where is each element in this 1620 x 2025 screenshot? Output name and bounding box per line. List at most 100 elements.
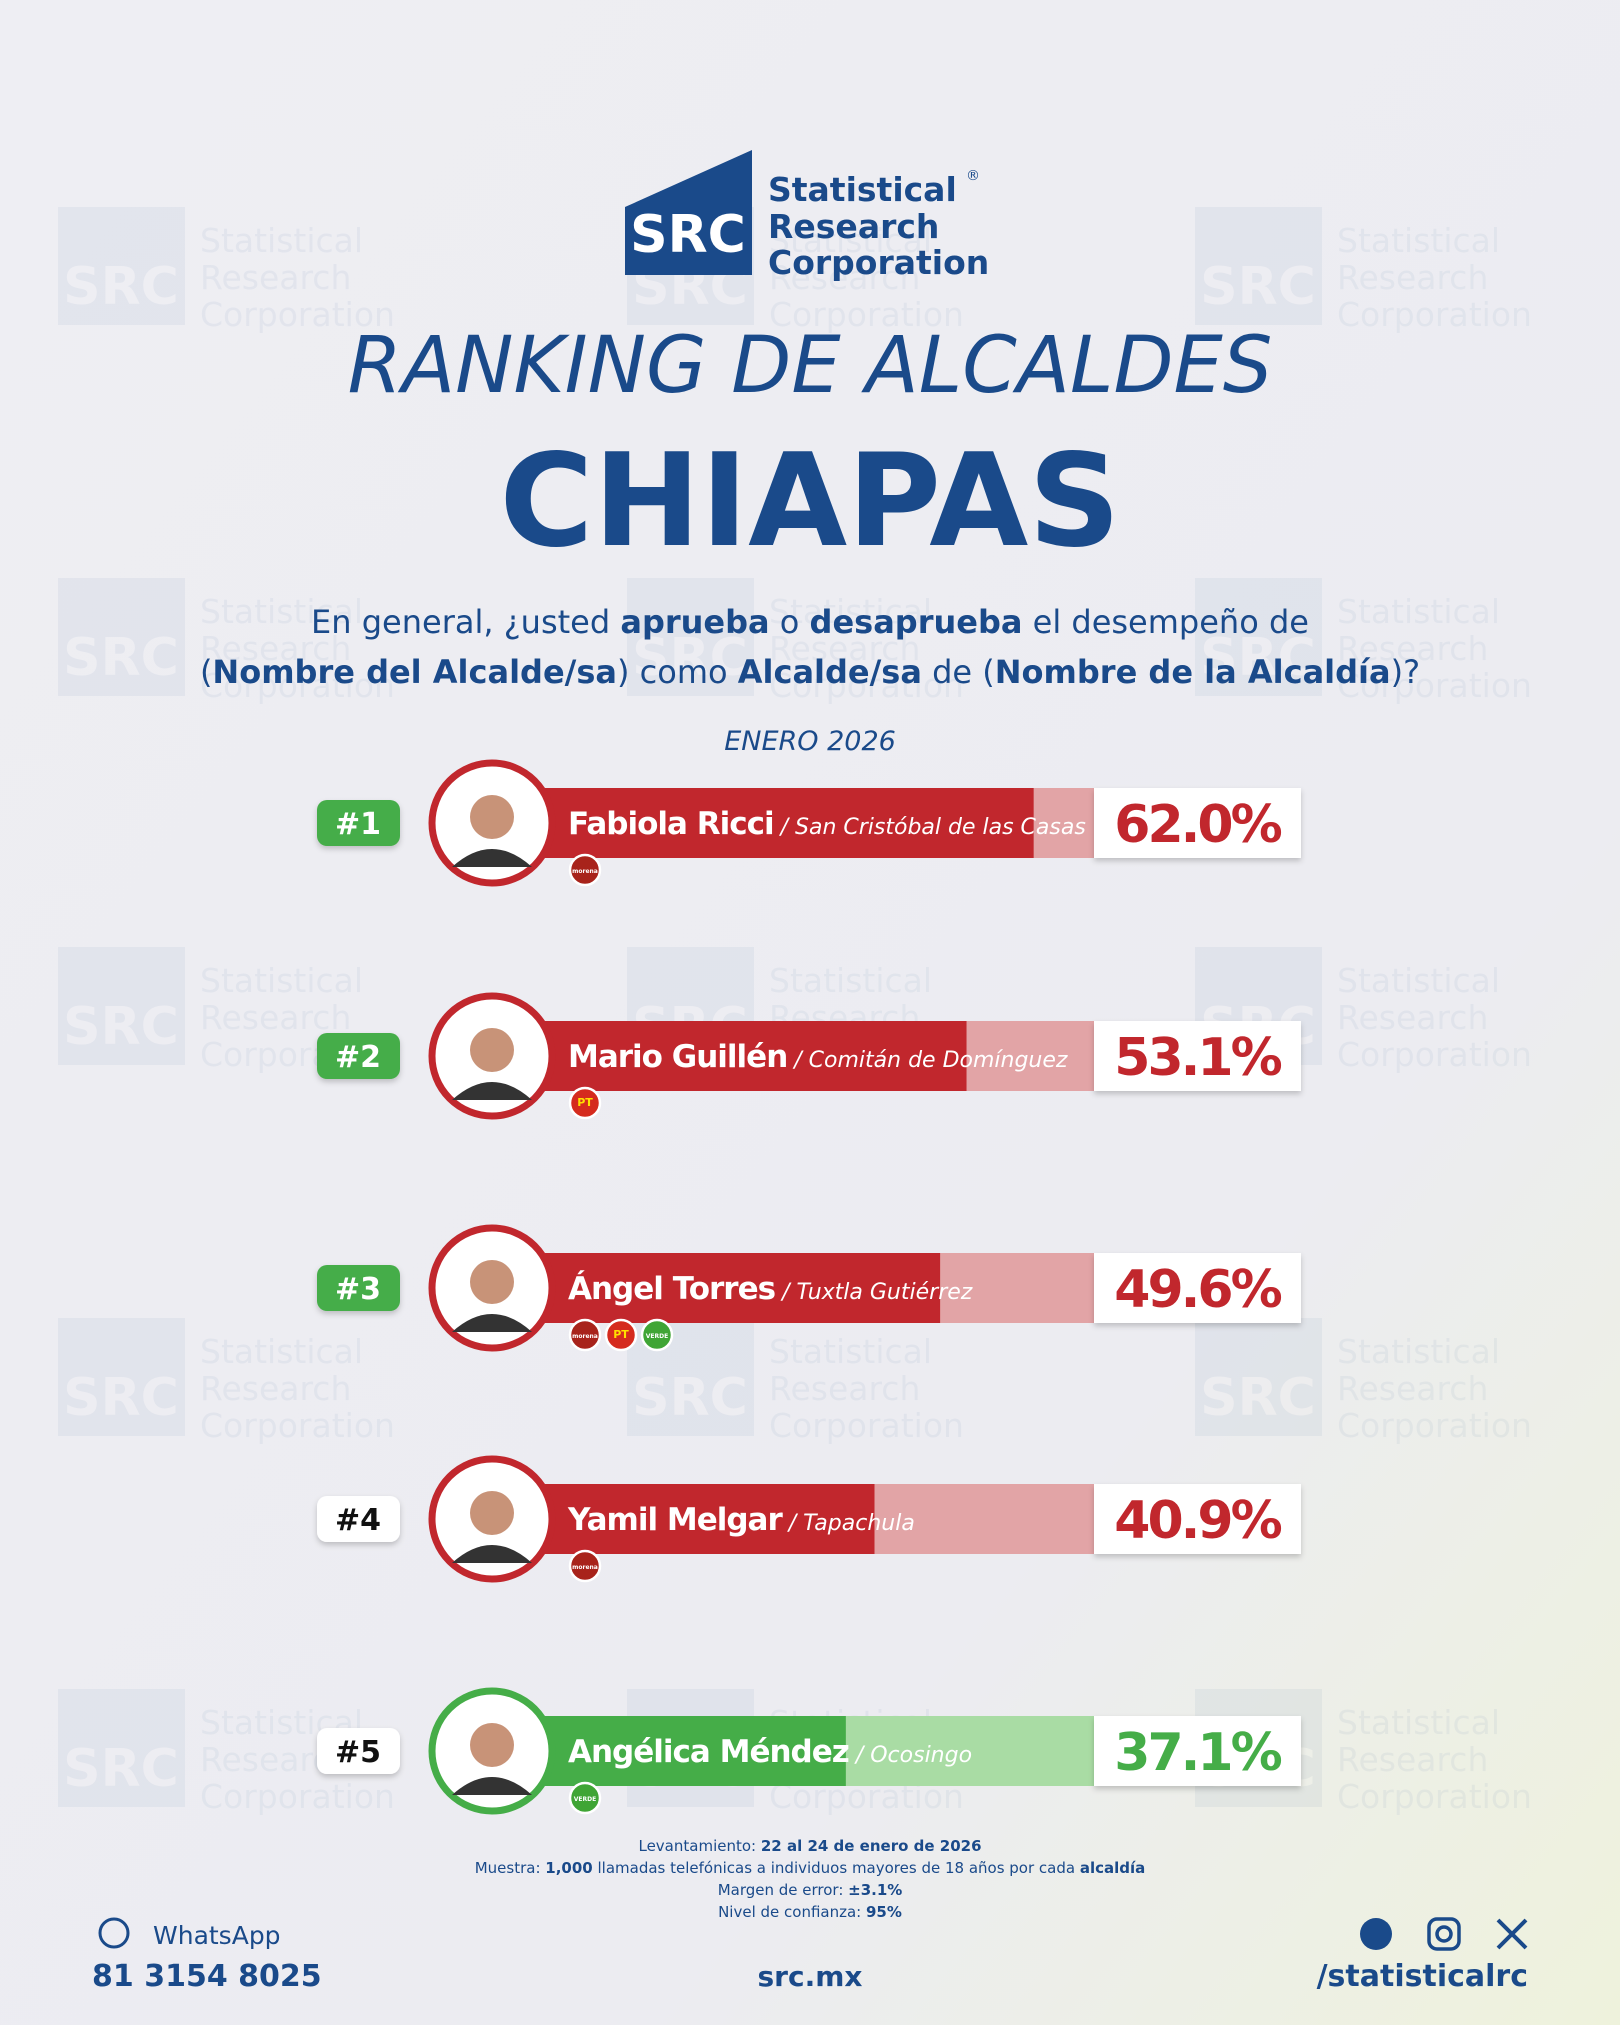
note-line-part: 95% xyxy=(866,1903,902,1921)
party-label: morena xyxy=(572,868,598,875)
question-line-part: )? xyxy=(1391,653,1420,691)
photo-face xyxy=(470,1260,514,1304)
photo-face xyxy=(470,795,514,839)
note-line-part: 22 al 24 de enero de 2026 xyxy=(761,1837,982,1855)
logo: SRC Statistical ® Research Corporation xyxy=(625,150,989,282)
rank-label: #1 xyxy=(335,807,381,842)
party-label: morena xyxy=(572,1564,598,1571)
logo-name: Corporation xyxy=(768,243,989,282)
watermark-text: Statistical xyxy=(769,961,932,1000)
watermark-text: Research xyxy=(1337,1740,1488,1779)
watermark-box xyxy=(627,578,754,696)
party-logo xyxy=(604,1318,638,1352)
watermark-box xyxy=(1195,1318,1322,1436)
watermark-mark: SRC xyxy=(1200,1368,1316,1428)
value-box xyxy=(1094,1716,1301,1786)
watermark-text: Research xyxy=(769,1369,920,1408)
watermark-text: Corporation xyxy=(200,666,395,705)
watermark-mark: SRC xyxy=(1200,257,1316,317)
note-line: Levantamiento: 22 al 24 de enero de 2026 xyxy=(638,1837,981,1855)
facebook-icon[interactable] xyxy=(1360,1918,1392,1950)
watermark-text: Statistical xyxy=(200,592,363,631)
photo-face xyxy=(470,1028,514,1072)
candidate-name: Ángel Torres xyxy=(568,1271,775,1307)
photo-body xyxy=(452,1545,532,1563)
note-line-part: llamadas telefónicas a individuos mayore… xyxy=(593,1859,1080,1877)
watermark-text: Statistical xyxy=(769,1332,932,1371)
party-logo xyxy=(568,1549,602,1583)
watermark-text: Corporation xyxy=(200,1406,395,1445)
candidate-line: Fabiola Ricci / San Cristóbal de las Casa… xyxy=(568,806,1086,842)
social-handle: /statisticalrc xyxy=(1317,1959,1528,1994)
note-line-part: Levantamiento: xyxy=(638,1837,760,1855)
watermark-box xyxy=(1195,578,1322,696)
question-line-part: o xyxy=(770,603,810,641)
candidate-line: Mario Guillén / Comitán de Domínguez xyxy=(568,1039,1068,1075)
candidate-place: / Tapachula xyxy=(787,1511,915,1536)
value-box xyxy=(1094,788,1301,858)
whatsapp-label: WhatsApp xyxy=(153,1921,281,1950)
bar xyxy=(540,1021,967,1091)
instagram-icon[interactable] xyxy=(1427,1917,1461,1951)
title: RANKING DE ALCALDES xyxy=(348,321,1273,411)
rank-label: #2 xyxy=(335,1040,381,1075)
question-line-part: de ( xyxy=(922,653,995,691)
question-line-part: Nombre del Alcalde/sa xyxy=(212,653,617,691)
note-line-part: Margen de error: xyxy=(718,1881,848,1899)
rank-badge xyxy=(317,1265,400,1311)
question-line: (Nombre del Alcalde/sa) como Alcalde/sa … xyxy=(200,653,1420,691)
watermark-text: Statistical xyxy=(200,221,363,260)
question-line-part: aprueba xyxy=(620,603,769,641)
watermark-text: Statistical xyxy=(769,221,932,260)
candidate-name: Angélica Méndez xyxy=(568,1734,849,1770)
watermark-text: Corporation xyxy=(1337,295,1532,334)
x-icon[interactable] xyxy=(1496,1918,1528,1950)
watermark-text: Corporation xyxy=(200,295,395,334)
party-logo xyxy=(568,1086,602,1120)
value-label: 53.1% xyxy=(1114,1028,1281,1088)
watermark-text: Corporation xyxy=(769,1406,964,1445)
watermark-text: Statistical xyxy=(200,1332,363,1371)
watermark-mark: SRC xyxy=(63,1739,179,1799)
note-line-part: ±3.1% xyxy=(848,1881,902,1899)
watermark-mark: SRC xyxy=(63,1368,179,1428)
logo-name: Statistical xyxy=(768,170,957,209)
watermark-text: Research xyxy=(200,998,351,1037)
rank-badge xyxy=(317,1728,400,1774)
candidate-place: / Ocosingo xyxy=(854,1743,972,1768)
candidate-name: Yamil Melgar xyxy=(567,1502,783,1538)
party-label: morena xyxy=(572,1333,598,1340)
party-label: PT xyxy=(577,1096,593,1109)
watermark-box xyxy=(1195,207,1322,325)
party-label: PT xyxy=(613,1328,629,1341)
rank-label: #5 xyxy=(335,1735,381,1770)
value-label: 37.1% xyxy=(1114,1723,1281,1783)
note-line: Margen de error: ±3.1% xyxy=(718,1881,903,1899)
note-line-part: Muestra: xyxy=(475,1859,546,1877)
question-line: En general, ¿usted aprueba o desaprueba … xyxy=(311,603,1309,641)
value-label: 49.6% xyxy=(1114,1260,1281,1320)
watermark-text: Research xyxy=(200,1369,351,1408)
rank-label: #3 xyxy=(335,1272,381,1307)
note-line: Nivel de confianza: 95% xyxy=(718,1903,902,1921)
candidate-line: Yamil Melgar / Tapachula xyxy=(567,1502,915,1538)
subtitle: CHIAPAS xyxy=(499,427,1120,576)
watermark-text: Statistical xyxy=(769,592,932,631)
value-box xyxy=(1094,1021,1301,1091)
watermark-box xyxy=(58,207,185,325)
rank-badge xyxy=(317,800,400,846)
question-line-part: Nombre de la Alcaldía xyxy=(995,653,1391,691)
watermark-mark: SRC xyxy=(1200,628,1316,688)
watermark-mark: SRC xyxy=(632,1368,748,1428)
party-logo xyxy=(568,1318,602,1352)
photo-face xyxy=(470,1723,514,1767)
watermark-mark: SRC xyxy=(63,997,179,1057)
photo-body xyxy=(452,1082,532,1100)
question-line-part: Alcalde/sa xyxy=(738,653,922,691)
watermark-text: Statistical xyxy=(1337,1332,1500,1371)
logo-box xyxy=(625,150,752,275)
watermark-text: Corporation xyxy=(200,1777,395,1816)
watermark-text: Research xyxy=(769,258,920,297)
bar xyxy=(540,1716,846,1786)
